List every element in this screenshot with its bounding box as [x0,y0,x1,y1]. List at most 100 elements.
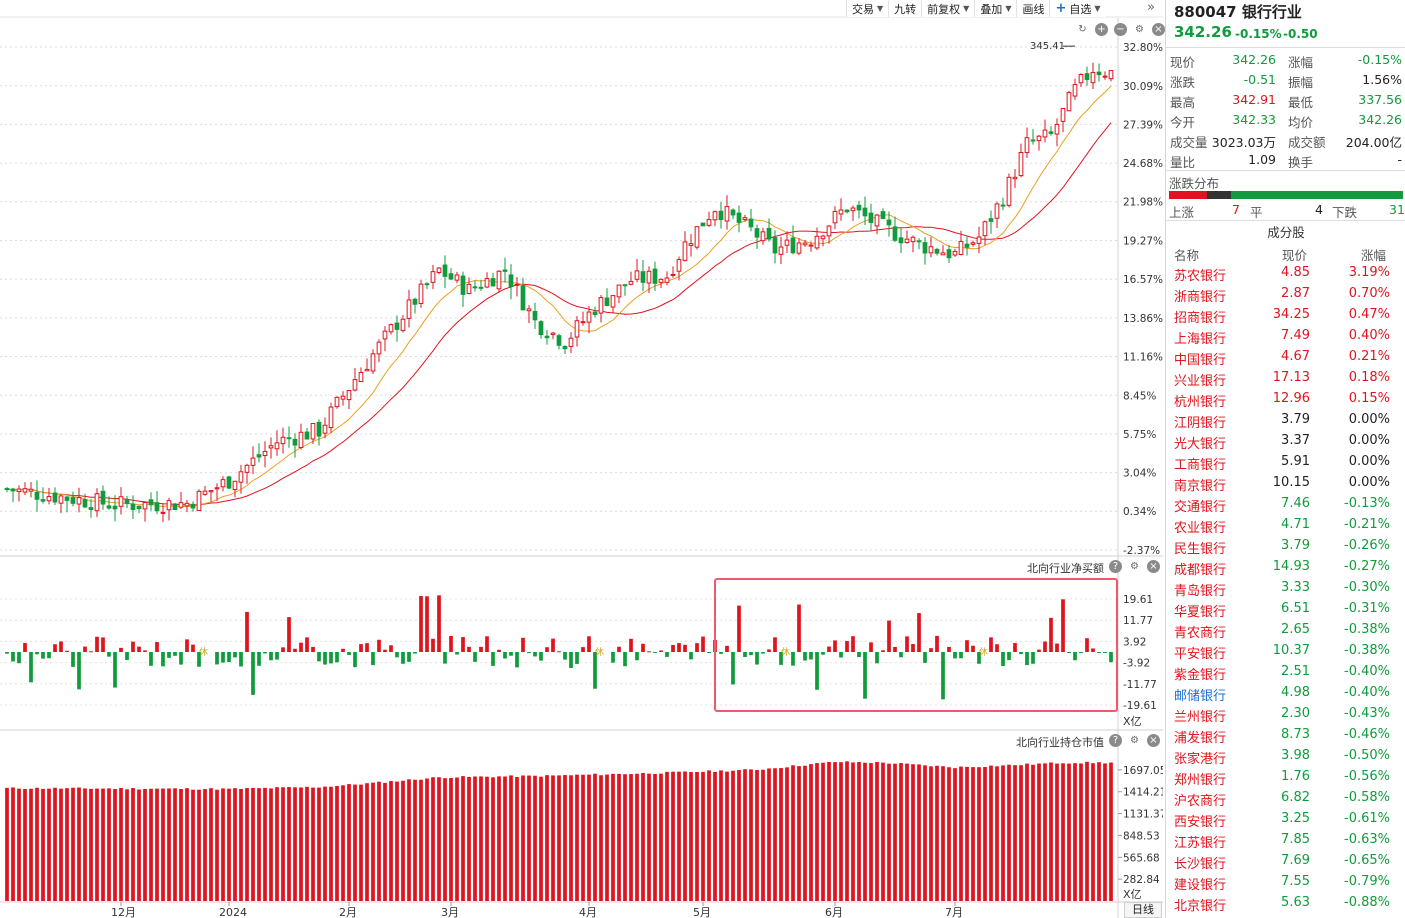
constituent-row[interactable]: 北京银行 5.63 -0.88% [1166,893,1405,914]
constituent-price: 7.69 [1281,853,1310,868]
constituent-row[interactable]: 紫金银行 2.51 -0.40% [1166,662,1405,683]
constituent-row[interactable]: 长沙银行 7.69 -0.65% [1166,851,1405,872]
chart-canvas[interactable]: 32.80% 30.09% 27.39% 24.68% 21.98% 19.27% 16.5… [0,0,1163,918]
holding-bar [359,784,363,901]
settings-icon[interactable]: ⚙ [1130,561,1139,572]
constituent-row[interactable]: 浙商银行 2.87 0.70% [1166,284,1405,305]
constituent-name[interactable]: 上海银行 [1174,332,1227,347]
holding-bar [215,789,219,901]
constituent-name[interactable]: 沪农商行 [1174,794,1227,809]
constituent-row[interactable]: 兴业银行 17.13 0.18% [1166,368,1405,389]
candle-body [880,211,886,219]
period-button[interactable]: 日线 [1124,902,1162,918]
constituent-row[interactable]: 青岛银行 3.33 -0.30% [1166,578,1405,599]
close-icon[interactable]: × [1147,734,1160,747]
constituent-name[interactable]: 浦发银行 [1174,731,1227,746]
constituent-name[interactable]: 江苏银行 [1174,836,1227,851]
constituent-row[interactable]: 上海银行 7.49 0.40% [1166,326,1405,347]
constituent-name[interactable]: 杭州银行 [1174,395,1227,410]
constituent-row[interactable]: 沪农商行 6.82 -0.58% [1166,788,1405,809]
constituent-row[interactable]: 交通银行 7.46 -0.13% [1166,494,1405,515]
netbuy-bar [473,652,477,662]
constituent-name[interactable]: 邮储银行 [1174,689,1227,704]
constituent-row[interactable]: 苏农银行 4.85 3.19% [1166,263,1405,284]
chart-area[interactable]: 32.80% 30.09% 27.39% 24.68% 21.98% 19.27% 16.5… [0,0,1165,918]
constituent-name[interactable]: 张家港行 [1174,752,1227,767]
constituent-row[interactable]: 工商银行 5.91 0.00% [1166,452,1405,473]
help-icon[interactable]: ? [1109,734,1122,747]
constituent-row[interactable]: 建设银行 7.55 -0.79% [1166,872,1405,893]
constituent-name[interactable]: 南京银行 [1174,479,1227,494]
holding-bar [491,777,495,901]
candle-body [676,259,682,272]
constituent-name[interactable]: 北京银行 [1174,899,1227,914]
candle-body [820,235,826,240]
constituent-row[interactable]: 青农商行 2.65 -0.38% [1166,620,1405,641]
constituent-row[interactable]: 农业银行 4.71 -0.21% [1166,515,1405,536]
constituent-row[interactable]: 光大银行 3.37 0.00% [1166,431,1405,452]
constituent-row[interactable]: 成都银行 14.93 -0.27% [1166,557,1405,578]
help-icon[interactable]: ? [1109,560,1122,573]
constituent-name[interactable]: 光大银行 [1174,437,1227,452]
constituent-row[interactable]: 江阴银行 3.79 0.00% [1166,410,1405,431]
constituent-name[interactable]: 江阴银行 [1174,416,1227,431]
settings-icon[interactable]: ⚙ [1135,24,1144,35]
constituent-row[interactable]: 杭州银行 12.96 0.15% [1166,389,1405,410]
constituent-row[interactable]: 华夏银行 6.51 -0.31% [1166,599,1405,620]
candle-body [406,299,412,319]
zoom-in-icon[interactable]: + [1095,23,1108,36]
constituent-row[interactable]: 西安银行 3.25 -0.61% [1166,809,1405,830]
constituent-name[interactable]: 工商银行 [1174,458,1227,473]
constituent-row[interactable]: 招商银行 34.25 0.47% [1166,305,1405,326]
constituent-name[interactable]: 青岛银行 [1174,584,1227,599]
constituent-name[interactable]: 平安银行 [1174,647,1227,662]
zoom-out-icon[interactable]: − [1114,23,1127,36]
constituent-name[interactable]: 建设银行 [1174,878,1227,893]
constituent-name[interactable]: 交通银行 [1174,500,1227,515]
constituent-name[interactable]: 成都银行 [1174,563,1227,578]
constituent-name[interactable]: 兰州银行 [1174,710,1227,725]
close-icon[interactable]: × [1152,23,1165,36]
constituent-name[interactable]: 郑州银行 [1174,773,1227,788]
toolbar-button-1[interactable]: 九转 [888,0,922,17]
candle-body [1018,152,1024,177]
constituent-name[interactable]: 苏农银行 [1174,269,1227,284]
constituent-name[interactable]: 中国银行 [1174,353,1227,368]
constituent-row[interactable]: 平安银行 10.37 -0.38% [1166,641,1405,662]
constituent-row[interactable]: 邮储银行 4.98 -0.40% [1166,683,1405,704]
constituent-name[interactable]: 西安银行 [1174,815,1227,830]
constituent-name[interactable]: 紫金银行 [1174,668,1227,683]
col-change[interactable]: 涨幅 [1361,248,1387,263]
holding-bar [119,787,123,901]
constituent-row[interactable]: 郑州银行 1.76 -0.56% [1166,767,1405,788]
candle-body [322,424,328,434]
holding-bar [767,768,771,901]
constituent-name[interactable]: 华夏银行 [1174,605,1227,620]
constituent-row[interactable]: 南京银行 10.15 0.00% [1166,473,1405,494]
constituent-row[interactable]: 中国银行 4.67 0.21% [1166,347,1405,368]
constituent-name[interactable]: 长沙银行 [1174,857,1227,872]
constituent-row[interactable]: 民生银行 3.79 -0.26% [1166,536,1405,557]
settings-icon[interactable]: ⚙ [1130,735,1139,746]
constituent-row[interactable]: 浦发银行 8.73 -0.46% [1166,725,1405,746]
col-price[interactable]: 现价 [1282,248,1308,263]
refresh-icon[interactable]: ↻ [1078,24,1087,35]
toolbar-button-3[interactable]: 叠加 ▼ [974,0,1017,17]
constituent-name[interactable]: 青农商行 [1174,626,1227,641]
constituent-row[interactable]: 张家港行 3.98 -0.50% [1166,746,1405,767]
toolbar-button-0[interactable]: 交易 ▼ [846,0,889,17]
constituent-name[interactable]: 招商银行 [1174,311,1227,326]
toolbar-button-4[interactable]: 画线 [1016,0,1050,17]
constituent-name[interactable]: 兴业银行 [1174,374,1227,389]
netbuy-bar [311,646,315,652]
constituent-name[interactable]: 浙商银行 [1174,290,1227,305]
constituent-row[interactable]: 江苏银行 7.85 -0.63% [1166,830,1405,851]
toolbar-button-2[interactable]: 前复权 ▼ [921,0,975,17]
collapse-panel-button[interactable]: » [1147,0,1155,15]
close-icon[interactable]: × [1147,560,1160,573]
toolbar-button-5[interactable]: + 自选 ▼ [1049,0,1106,17]
col-name[interactable]: 名称 [1174,248,1200,263]
constituent-row[interactable]: 兰州银行 2.30 -0.43% [1166,704,1405,725]
constituent-name[interactable]: 民生银行 [1174,542,1227,557]
constituent-name[interactable]: 农业银行 [1174,521,1227,536]
